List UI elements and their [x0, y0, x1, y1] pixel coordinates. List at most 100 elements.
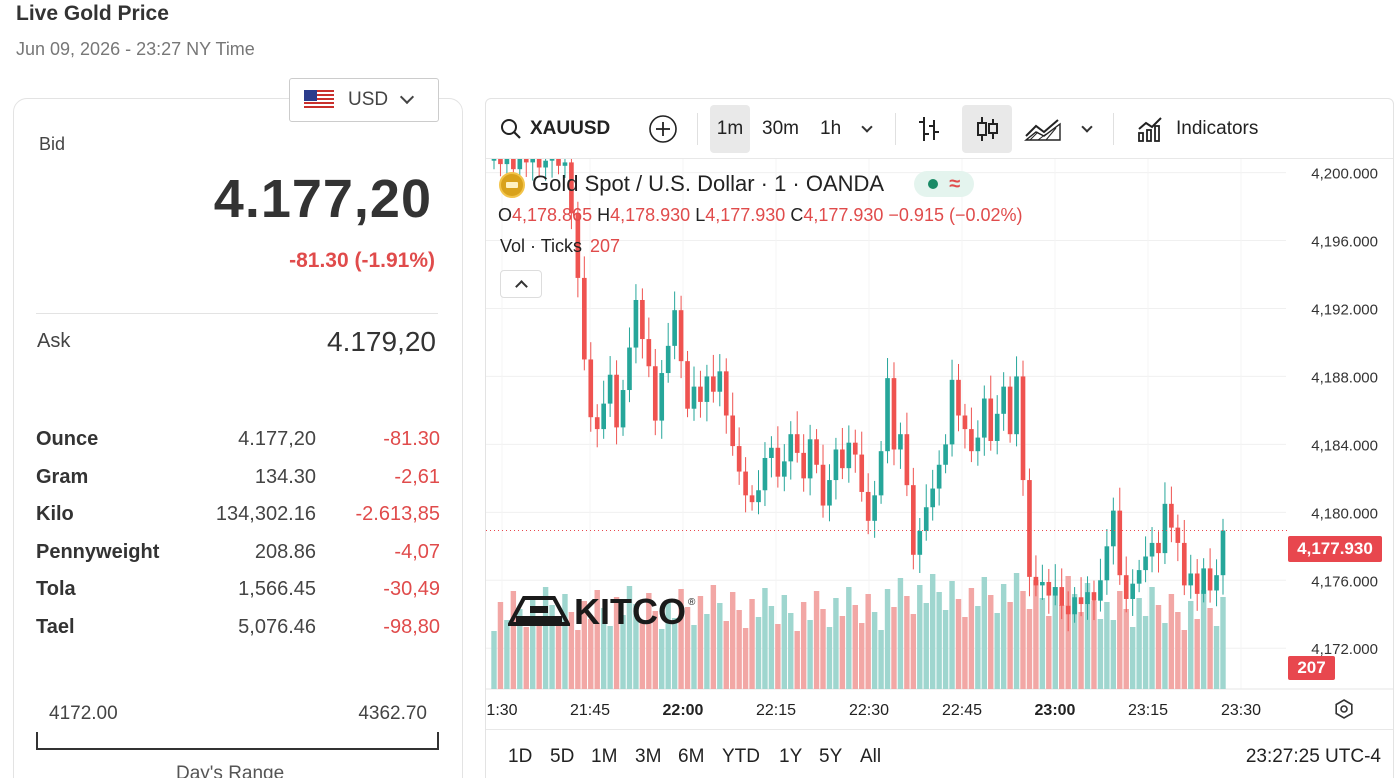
ask-label: Ask	[37, 330, 71, 352]
candle-body	[581, 277, 587, 360]
collapse-legend-button[interactable]	[500, 270, 542, 298]
range-ytd[interactable]: YTD	[722, 746, 760, 767]
candles-style-button[interactable]	[962, 105, 1012, 153]
candle-body	[659, 373, 665, 421]
range-5y[interactable]: 5Y	[819, 746, 843, 767]
indicators-button[interactable]: Indicators	[1136, 105, 1258, 153]
x-tick-label: 22:15	[756, 702, 796, 719]
candle-body	[1117, 510, 1123, 576]
range-1y[interactable]: 1Y	[779, 746, 803, 767]
candle-body	[820, 464, 826, 506]
volume-bar	[788, 613, 794, 689]
x-tick-label: 1:30	[486, 702, 517, 719]
volume-bar	[775, 624, 781, 689]
y-tick-label: 4,176.000	[1311, 573, 1378, 590]
volume-bar	[949, 581, 955, 689]
volume-bar	[665, 600, 671, 689]
range-5d[interactable]: 5D	[550, 746, 575, 767]
interval-1m[interactable]: 1m	[710, 105, 750, 153]
volume-bar	[1142, 616, 1149, 689]
volume-bar	[717, 603, 723, 689]
chart-settings-icon[interactable]	[1334, 699, 1354, 719]
price-chart[interactable]: 4,200.000 4,196.000 4,192.000 4,188.000 4,18…	[486, 159, 1394, 729]
range-all[interactable]: All	[860, 746, 882, 767]
volume-bar	[491, 631, 497, 689]
candle-body	[588, 359, 594, 418]
unit-row-tael: Tael 5,076.46 -98,80	[36, 609, 440, 647]
y-tick-label: 4,192.000	[1311, 301, 1378, 318]
divider	[36, 313, 438, 314]
candle-body	[1020, 376, 1026, 481]
candle-body	[781, 461, 787, 477]
candle-body	[969, 429, 974, 452]
market-open-dot-icon	[927, 179, 938, 189]
candle-body	[717, 371, 723, 392]
symbol-search[interactable]: XAUUSD	[500, 105, 610, 153]
candle-body	[665, 345, 671, 374]
candle-body	[575, 213, 581, 278]
candle-body	[859, 454, 865, 492]
volume-bar	[768, 606, 775, 689]
interval-30m[interactable]: 30m	[762, 118, 799, 139]
volume-bar	[1039, 598, 1046, 689]
volume-bar	[497, 602, 504, 689]
bar-style-button[interactable]	[917, 105, 941, 153]
chart-type-dropdown[interactable]	[1081, 105, 1093, 153]
candle-body	[511, 159, 516, 170]
volume-bar	[871, 612, 878, 689]
volume-bar	[794, 631, 800, 689]
us-flag-icon	[304, 90, 334, 110]
unit-price: 208.86	[254, 540, 316, 563]
chevron-down-icon	[1081, 120, 1093, 133]
ohlc-open-value: 4,178.865	[512, 205, 593, 225]
indicators-icon	[1138, 117, 1162, 142]
unit-row-gram: Gram 134.30 -2,61	[36, 459, 440, 497]
candle-body	[911, 485, 916, 555]
volume-value: 207	[590, 236, 621, 256]
area-style-button[interactable]	[1024, 105, 1062, 153]
compare-symbol-button[interactable]	[648, 105, 678, 153]
volume-bar	[1000, 584, 1007, 689]
volume-bar	[1065, 576, 1071, 689]
volume-bar	[762, 588, 768, 689]
market-status-pill[interactable]: ≈	[914, 171, 974, 197]
candle-body	[936, 464, 942, 489]
currency-select[interactable]: USD	[289, 78, 439, 122]
page-timestamp: Jun 09, 2026 - 23:27 NY Time	[16, 39, 255, 59]
volume-bar	[684, 607, 691, 689]
unit-name: Tola	[36, 578, 76, 601]
ohlc-values: O4,178.865 H4,178.930 L4,177.930 C4,177.…	[498, 205, 1023, 226]
volume-bar	[1084, 583, 1091, 689]
chart-clock[interactable]: 23:27:25 UTC-4	[1245, 746, 1381, 767]
candle-body	[672, 310, 677, 346]
candle-body	[627, 347, 632, 391]
ask-value: 4.179,20	[327, 326, 436, 357]
unit-price-table: Ounce 4.177,20 -81.30 Gram 134.30 -2,61 …	[36, 421, 440, 646]
volume-bar	[807, 620, 813, 689]
candle-body	[556, 159, 561, 166]
ohlc-high-label: H	[597, 205, 611, 225]
last-price-tag: 4,177.930	[1288, 536, 1382, 562]
candle-body	[569, 162, 574, 214]
volume-bar	[942, 610, 949, 689]
candle-body	[504, 159, 510, 165]
candle-body	[1059, 587, 1065, 606]
interval-dropdown[interactable]	[861, 105, 873, 153]
candle-body	[543, 160, 548, 168]
candle-body	[1194, 573, 1200, 594]
interval-1h[interactable]: 1h	[820, 118, 842, 139]
candle-body	[1007, 386, 1013, 435]
range-1m[interactable]: 1M	[591, 746, 618, 767]
volume-bar	[613, 597, 620, 689]
y-tick-label: 4,200.000	[1311, 166, 1378, 183]
volume-bar	[549, 605, 555, 689]
range-3m[interactable]: 3M	[635, 746, 662, 767]
volume-bar	[968, 588, 975, 689]
volume-bar	[568, 612, 575, 689]
volume-bar	[1104, 602, 1110, 689]
range-1d[interactable]: 1D	[508, 746, 533, 767]
volume-bar	[897, 578, 904, 689]
candle-body	[704, 376, 710, 402]
bid-label: Bid	[39, 134, 66, 154]
range-6m[interactable]: 6M	[678, 746, 705, 767]
